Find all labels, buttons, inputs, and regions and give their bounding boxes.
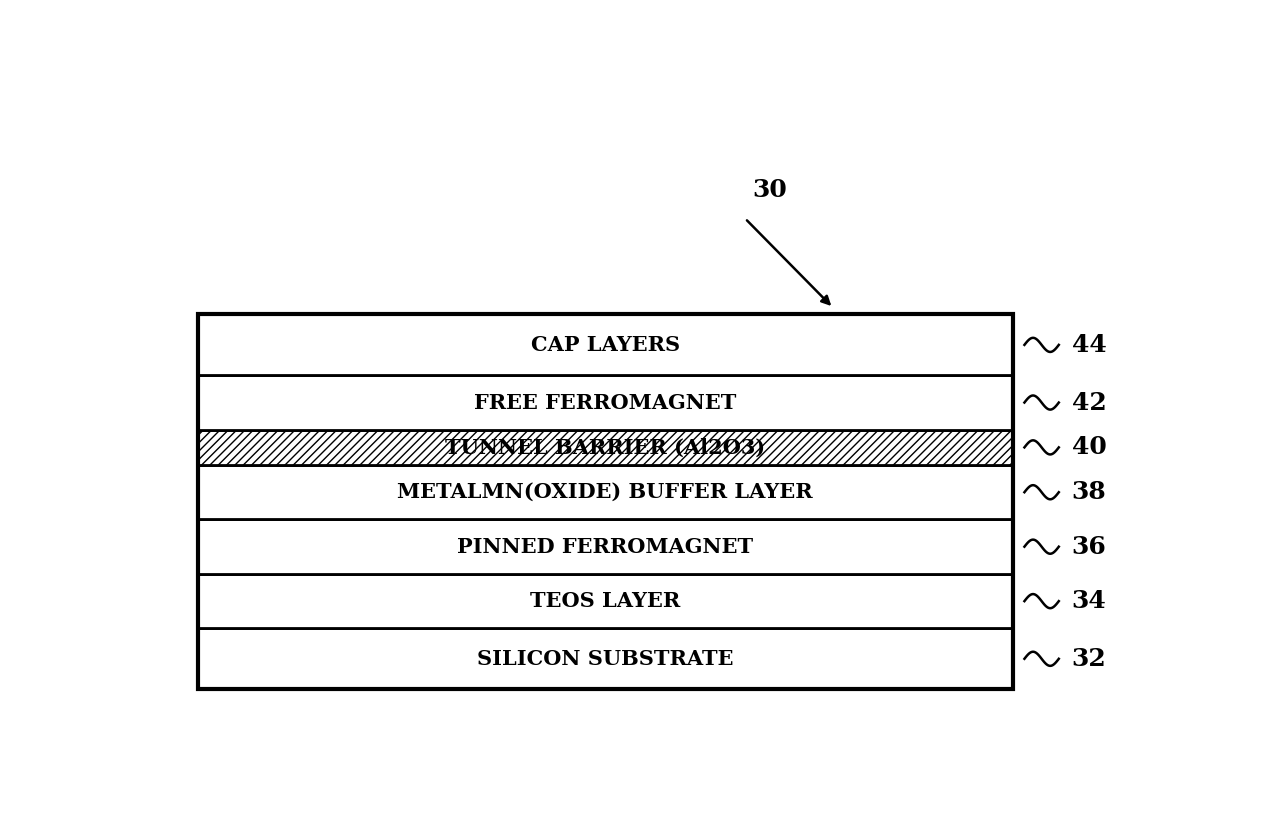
Bar	[198, 628, 1012, 689]
Bar	[198, 574, 1012, 628]
Bar	[198, 375, 1012, 430]
Text: TUNNEL BARRIER (Al2O3): TUNNEL BARRIER (Al2O3)	[445, 438, 765, 458]
Text: SILICON SUBSTRATE: SILICON SUBSTRATE	[476, 649, 734, 669]
Bar	[198, 314, 1012, 375]
Bar	[198, 519, 1012, 574]
Text: 34: 34	[1072, 589, 1106, 613]
Text: 30: 30	[753, 178, 787, 202]
Text: 38: 38	[1072, 480, 1106, 504]
Text: METALMN(OXIDE) BUFFER LAYER: METALMN(OXIDE) BUFFER LAYER	[398, 483, 813, 503]
Text: PINNED FERROMAGNET: PINNED FERROMAGNET	[457, 537, 753, 557]
Bar	[198, 314, 1012, 689]
Text: FREE FERROMAGNET: FREE FERROMAGNET	[474, 393, 736, 413]
Text: 32: 32	[1072, 646, 1106, 671]
Bar	[198, 430, 1012, 465]
Text: 44: 44	[1072, 333, 1106, 357]
Text: 42: 42	[1072, 390, 1106, 414]
Text: 40: 40	[1072, 435, 1106, 459]
Text: CAP LAYERS: CAP LAYERS	[531, 335, 679, 355]
Bar	[198, 465, 1012, 519]
Text: 36: 36	[1072, 535, 1106, 558]
Text: TEOS LAYER: TEOS LAYER	[530, 592, 680, 612]
